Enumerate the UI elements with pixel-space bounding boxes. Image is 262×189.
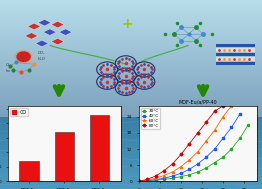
30°C xyxy=(146,180,149,182)
30°C xyxy=(179,175,183,178)
30°C xyxy=(137,180,140,183)
Line: 60°C: 60°C xyxy=(138,105,233,183)
Text: $h\nu$: $h\nu$ xyxy=(5,67,11,74)
60°C xyxy=(213,129,216,131)
Circle shape xyxy=(15,51,32,63)
Legend: CO: CO xyxy=(10,108,28,116)
40°C xyxy=(230,126,233,129)
40°C xyxy=(171,175,174,177)
60°C xyxy=(221,115,225,118)
Bar xyxy=(216,53,255,56)
Bar xyxy=(90,115,109,181)
30°C xyxy=(188,174,191,176)
Text: $CO_2$: $CO_2$ xyxy=(37,50,45,57)
Polygon shape xyxy=(38,19,51,26)
Bar xyxy=(216,62,255,65)
40°C xyxy=(221,137,225,139)
60°C xyxy=(171,171,174,173)
Polygon shape xyxy=(59,29,72,36)
30°C xyxy=(213,161,216,164)
Text: $H_2O$: $H_2O$ xyxy=(37,56,46,63)
80°C xyxy=(188,143,191,145)
Polygon shape xyxy=(35,40,48,47)
60°C xyxy=(137,180,140,183)
80°C xyxy=(154,175,157,177)
60°C xyxy=(196,151,199,153)
30°C xyxy=(154,179,157,181)
Circle shape xyxy=(17,52,30,61)
Bar xyxy=(54,132,74,181)
30°C xyxy=(196,171,199,173)
80°C xyxy=(205,121,208,123)
40°C xyxy=(213,148,216,150)
30°C xyxy=(162,178,166,180)
60°C xyxy=(188,159,191,161)
Polygon shape xyxy=(25,33,38,39)
Bar xyxy=(19,161,39,181)
Bar xyxy=(216,57,255,61)
40°C xyxy=(137,180,140,183)
Text: +: + xyxy=(121,17,133,31)
Text: $O_2$: $O_2$ xyxy=(5,61,11,69)
80°C xyxy=(146,178,149,180)
60°C xyxy=(205,140,208,142)
Polygon shape xyxy=(51,38,64,45)
60°C xyxy=(146,179,149,181)
Legend: 30°C, 40°C, 60°C, 80°C: 30°C, 40°C, 60°C, 80°C xyxy=(141,108,160,129)
Title: MOF-Eu/a/PP-40: MOF-Eu/a/PP-40 xyxy=(178,100,217,105)
Polygon shape xyxy=(51,21,64,28)
60°C xyxy=(179,165,183,168)
30°C xyxy=(205,167,208,169)
40°C xyxy=(162,177,166,179)
30°C xyxy=(247,124,250,126)
30°C xyxy=(238,137,242,139)
Polygon shape xyxy=(28,23,41,30)
60°C xyxy=(162,174,166,177)
80°C xyxy=(162,170,166,172)
30°C xyxy=(221,156,225,158)
30°C xyxy=(230,148,233,150)
40°C xyxy=(179,172,183,174)
30°C xyxy=(171,177,174,179)
80°C xyxy=(221,105,225,107)
40°C xyxy=(196,163,199,165)
60°C xyxy=(154,177,157,179)
Line: 30°C: 30°C xyxy=(138,124,249,183)
Line: 40°C: 40°C xyxy=(138,113,241,183)
40°C xyxy=(205,156,208,158)
Line: 80°C: 80°C xyxy=(138,105,224,183)
80°C xyxy=(179,153,183,156)
40°C xyxy=(146,180,149,182)
Bar xyxy=(216,44,255,47)
80°C xyxy=(137,180,140,183)
40°C xyxy=(154,178,157,181)
60°C xyxy=(230,105,233,107)
40°C xyxy=(238,113,242,115)
Polygon shape xyxy=(43,29,56,36)
80°C xyxy=(213,110,216,112)
80°C xyxy=(196,132,199,134)
40°C xyxy=(188,168,191,170)
Bar xyxy=(216,48,255,52)
80°C xyxy=(171,163,174,165)
